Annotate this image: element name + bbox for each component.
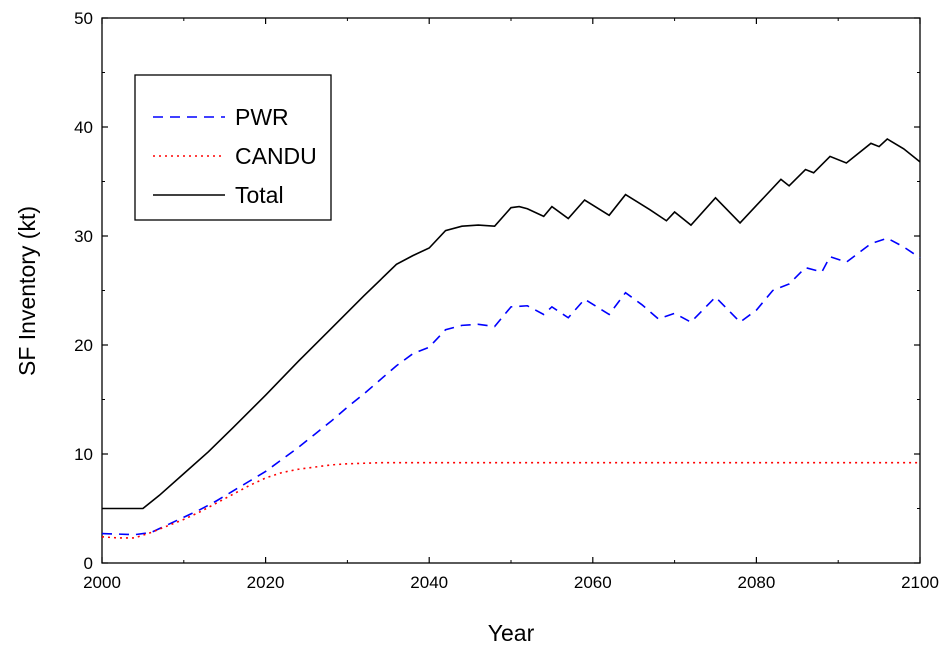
x-axis-title: Year <box>488 620 535 646</box>
y-tick-label: 0 <box>84 554 93 573</box>
series-line-total <box>102 137 921 510</box>
x-tick-label: 2020 <box>247 573 285 592</box>
x-tick-label: 2100 <box>901 573 939 592</box>
x-tick-label: 2040 <box>410 573 448 592</box>
legend-label-total: Total <box>235 182 284 208</box>
series-line-candu <box>101 461 920 539</box>
x-tick-label: 2000 <box>83 573 121 592</box>
y-tick-label: 20 <box>74 336 93 355</box>
ticks-layer: 2000 2020 2040 2060 2080 2100 0 10 20 30 40 50 <box>74 9 939 592</box>
y-tick-label: 30 <box>74 227 93 246</box>
y-tick-label: 50 <box>74 9 93 28</box>
x-tick-label: 2080 <box>737 573 775 592</box>
y-tick-label: 40 <box>74 118 93 137</box>
x-tick-label: 2060 <box>574 573 612 592</box>
series-line-pwr <box>101 237 921 536</box>
legend-box <box>134 74 332 221</box>
series-layer <box>101 137 921 539</box>
legend-label-candu: CANDU <box>235 143 317 169</box>
legend-label-pwr: PWR <box>235 104 289 130</box>
legend: PWR CANDU Total <box>134 74 332 221</box>
y-tick-label: 10 <box>74 445 93 464</box>
y-axis-title: SF Inventory (kt) <box>14 206 40 376</box>
